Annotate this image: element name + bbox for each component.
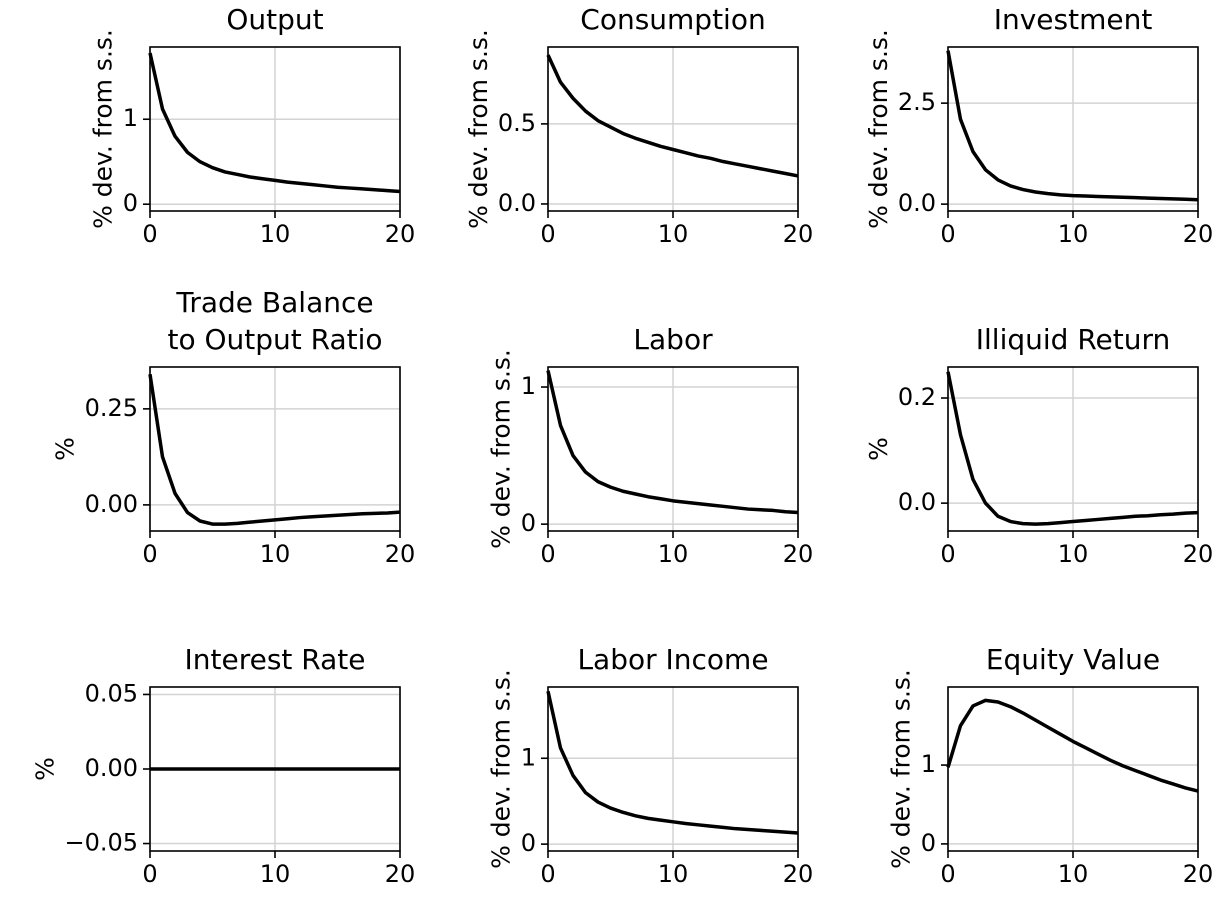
subplot: 0 10 20 0.0 0.5% dev. from s.s. Consumption [464, 3, 813, 248]
subplot: 0 10 20 0.0 0.2% Illiquid Return [864, 323, 1213, 568]
x-tick-label: 20 [1183, 220, 1214, 248]
data-line [148, 374, 401, 526]
x-tick-label: 20 [783, 860, 814, 888]
y-axis-label: % dev. from s.s. [864, 29, 893, 229]
y-tick-label: 0.05 [85, 679, 138, 707]
y-tick-label: 0 [921, 829, 936, 857]
data-line [946, 50, 1199, 202]
y-tick-label: 0.5 [498, 109, 536, 137]
subplot-title: Output [226, 3, 323, 36]
y-tick-label: 0.0 [898, 189, 936, 217]
x-tick-label: 0 [940, 220, 955, 248]
x-tick-label: 10 [658, 860, 689, 888]
x-tick-label: 10 [260, 220, 291, 248]
subplot: 0 10 20 0.00 0.25% Trade Balance to Output Rat… [51, 286, 416, 568]
y-axis-label: % dev. from s.s. [487, 349, 516, 549]
subplot: 0 10 20 0 1% dev. from s.s. Output [89, 3, 416, 248]
x-tick-label: 20 [385, 540, 416, 568]
subplot: 0 10 20 0.0 2.5% dev. from s.s. Investment [864, 3, 1213, 248]
y-tick-label: 1 [521, 372, 536, 400]
data-line [148, 52, 401, 194]
y-tick-label: 0.00 [85, 490, 138, 518]
x-tick-label: 20 [1183, 860, 1214, 888]
y-tick-label: 0.2 [898, 383, 936, 411]
x-tick-label: 20 [783, 540, 814, 568]
y-axis-label: % dev. from s.s. [487, 669, 516, 869]
x-tick-label: 10 [658, 540, 689, 568]
data-line [546, 54, 799, 178]
y-tick-label: 0.0 [898, 488, 936, 516]
subplot-title: to Output Ratio [167, 323, 382, 356]
subplot-title: Consumption [580, 3, 765, 36]
data-line [546, 690, 799, 835]
x-tick-label: 0 [142, 220, 157, 248]
y-axis-label: % [864, 437, 893, 461]
subplot-title: Equity Value [986, 643, 1160, 676]
x-tick-label: 10 [260, 540, 291, 568]
y-axis-label: % [30, 757, 59, 781]
y-tick-label: 0 [521, 829, 536, 857]
y-axis-label: % dev. from s.s. [464, 29, 493, 229]
x-tick-label: 0 [540, 540, 555, 568]
subplot-title: Labor Income [577, 643, 768, 676]
x-tick-label: 0 [540, 220, 555, 248]
y-axis-label: % [51, 437, 80, 461]
x-tick-label: 0 [142, 860, 157, 888]
y-tick-label: 0.25 [85, 394, 138, 422]
x-tick-label: 10 [1058, 860, 1089, 888]
y-axis-label: % dev. from s.s. [887, 669, 916, 869]
x-tick-label: 20 [385, 860, 416, 888]
x-tick-label: 10 [260, 860, 291, 888]
y-tick-label: −0.05 [64, 829, 138, 857]
x-tick-label: 10 [1058, 540, 1089, 568]
subplot: 0 10 20 −0.05 0.00 0.05% Interest Rate [30, 643, 415, 888]
subplot-title: Trade Balance [175, 286, 373, 319]
data-line [946, 371, 1199, 526]
subplot-title: Labor [633, 323, 713, 356]
subplot-title: Investment [994, 3, 1153, 36]
subplot-title: Interest Rate [184, 643, 365, 676]
y-tick-label: 0 [521, 509, 536, 537]
x-tick-label: 20 [1183, 540, 1214, 568]
data-line [946, 698, 1199, 793]
x-tick-label: 0 [142, 540, 157, 568]
y-axis-label: % dev. from s.s. [89, 29, 118, 229]
y-tick-label: 1 [123, 104, 138, 132]
x-tick-label: 0 [540, 860, 555, 888]
x-tick-label: 20 [783, 220, 814, 248]
data-line [546, 370, 799, 515]
x-tick-label: 10 [658, 220, 689, 248]
subplot: 0 10 20 0 1% dev. from s.s. Labor [487, 323, 814, 568]
x-tick-label: 10 [1058, 220, 1089, 248]
y-tick-label: 0.00 [85, 754, 138, 782]
x-tick-label: 0 [940, 540, 955, 568]
y-tick-label: 0.0 [498, 189, 536, 217]
y-tick-label: 2.5 [898, 88, 936, 116]
subplot: 0 10 20 0 1% dev. from s.s. Labor Income [487, 643, 814, 888]
y-tick-label: 1 [521, 743, 536, 771]
subplot-title: Illiquid Return [976, 323, 1170, 356]
subplot: 0 10 20 0 1% dev. from s.s. Equity Value [887, 643, 1214, 888]
x-tick-label: 0 [940, 860, 955, 888]
y-tick-label: 0 [123, 189, 138, 217]
y-tick-label: 1 [921, 750, 936, 778]
x-tick-label: 20 [385, 220, 416, 248]
